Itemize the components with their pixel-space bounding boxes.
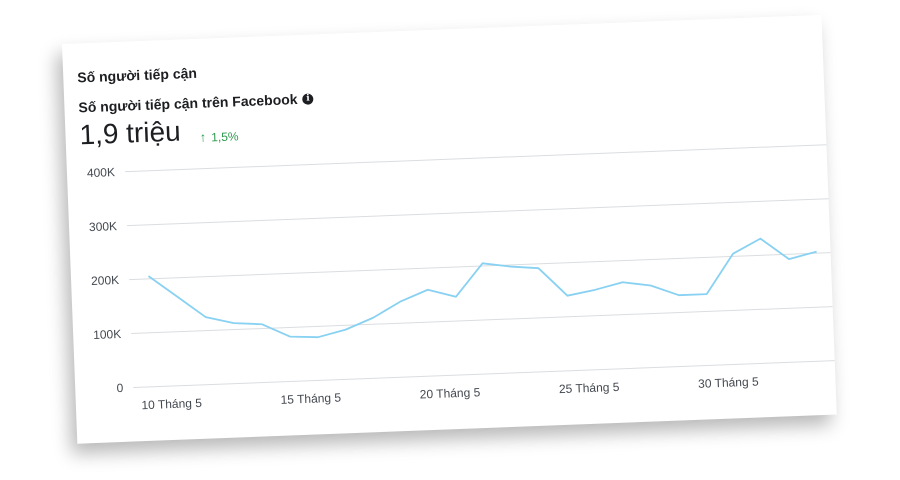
- x-tick-label: 25 Tháng 5: [559, 380, 620, 396]
- y-tick-label: 200K: [91, 273, 120, 288]
- series-line[interactable]: [147, 236, 819, 343]
- y-tick-label: 0: [116, 381, 124, 395]
- metric-change-value: 1,5%: [210, 128, 239, 144]
- reach-card: Số người tiếp cận Số người tiếp cận trên…: [62, 14, 837, 444]
- gridline: [127, 198, 829, 227]
- gridline: [133, 360, 835, 389]
- metric-title: Số người tiếp cận trên Facebook i: [78, 90, 314, 115]
- x-tick-label: 30 Tháng 5: [698, 375, 759, 391]
- y-tick-label: 400K: [87, 165, 116, 180]
- x-tick-label: 15 Tháng 5: [280, 391, 341, 407]
- metric-value: 1,9 triệu: [78, 115, 182, 151]
- x-tick-label: 20 Tháng 5: [420, 385, 481, 401]
- metric-change: ↑ 1,5%: [199, 128, 239, 145]
- metric-title-label: Số người tiếp cận trên Facebook: [78, 91, 298, 116]
- info-icon[interactable]: i: [302, 92, 314, 105]
- arrow-up-icon: ↑: [199, 129, 207, 145]
- x-tick-label: 10 Tháng 5: [141, 396, 202, 412]
- y-tick-label: 100K: [93, 327, 122, 342]
- y-tick-label: 300K: [89, 219, 118, 234]
- gridline: [131, 306, 833, 335]
- section-title: Số người tiếp cận: [76, 64, 198, 86]
- gridline: [124, 144, 827, 173]
- reach-line-chart: 0 100K 200K 300K 400K 10 Tháng 5 15 Tháng 5 20 …: [87, 144, 835, 412]
